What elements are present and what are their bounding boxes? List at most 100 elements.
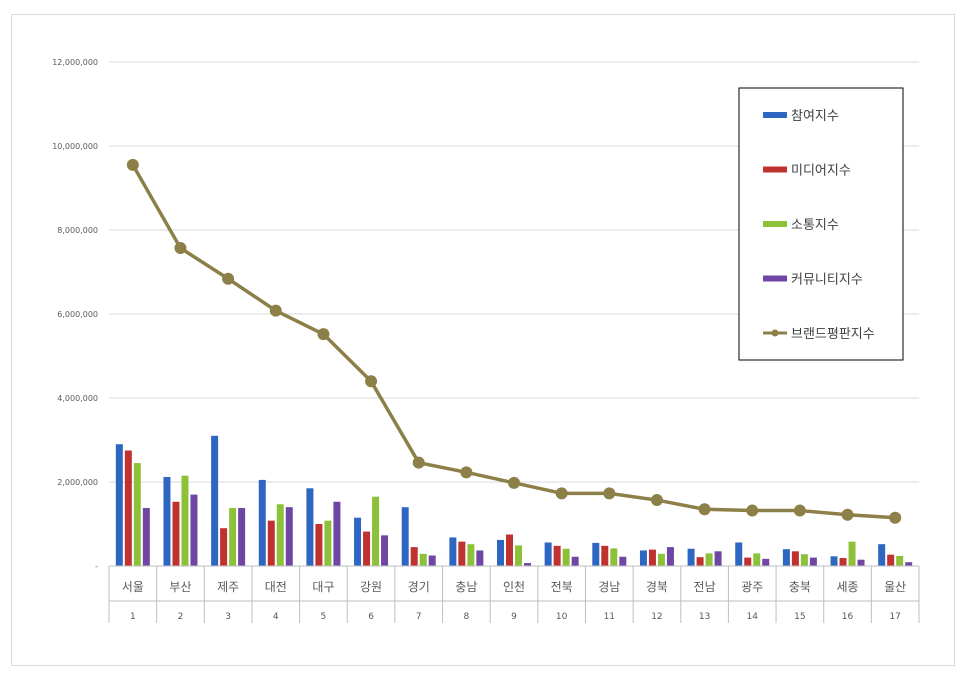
bar-1 bbox=[544, 542, 552, 566]
bar-4 bbox=[809, 557, 817, 566]
brand-reputation-chart: - 2,000,000 4,000,000 6,000,000 8,000,000 10,… bbox=[52, 58, 920, 623]
line-marker bbox=[508, 476, 520, 489]
bar-1 bbox=[401, 507, 409, 566]
x-rank-label: 7 bbox=[416, 612, 422, 622]
line-marker bbox=[269, 304, 282, 317]
bar-2 bbox=[172, 501, 180, 566]
x-rank-label: 15 bbox=[794, 612, 805, 622]
legend-label: 커뮤니티지수 bbox=[791, 273, 863, 288]
bar-1 bbox=[592, 542, 600, 566]
bar-1 bbox=[306, 488, 314, 566]
x-rank-label: 5 bbox=[321, 612, 327, 622]
y-tick-label: - bbox=[95, 562, 98, 571]
line-marker bbox=[698, 503, 711, 516]
line-marker bbox=[841, 508, 854, 521]
bar-1 bbox=[354, 517, 362, 566]
x-category-label: 인천 bbox=[503, 579, 525, 594]
x-category-label: 부산 bbox=[169, 580, 191, 594]
bar-3 bbox=[181, 475, 189, 566]
bar-2 bbox=[363, 531, 371, 566]
legend-swatch bbox=[763, 221, 787, 227]
bar-4 bbox=[714, 551, 722, 566]
bar-2 bbox=[648, 549, 656, 566]
bar-4 bbox=[571, 556, 579, 566]
bars-layer bbox=[115, 435, 913, 566]
bar-1 bbox=[497, 539, 504, 566]
x-rank-label: 13 bbox=[699, 612, 710, 622]
x-rank-label: 11 bbox=[604, 612, 615, 622]
line-marker bbox=[460, 466, 473, 479]
x-category-label: 전남 bbox=[694, 580, 716, 594]
y-tick-label: 2,000,000 bbox=[57, 478, 98, 487]
bar-4 bbox=[285, 507, 293, 566]
x-category-label: 전북 bbox=[551, 580, 573, 594]
x-rank-label: 9 bbox=[511, 612, 517, 622]
bar-4 bbox=[142, 508, 150, 566]
bar-3 bbox=[324, 520, 332, 566]
x-rank-label: 2 bbox=[178, 612, 184, 622]
bar-3 bbox=[800, 554, 808, 566]
bar-1 bbox=[782, 549, 790, 566]
bar-3 bbox=[896, 555, 904, 566]
bar-1 bbox=[258, 479, 266, 566]
bar-2 bbox=[410, 547, 418, 566]
bar-2 bbox=[696, 557, 704, 566]
bar-3 bbox=[705, 553, 713, 566]
bar-2 bbox=[791, 551, 799, 566]
bar-2 bbox=[220, 528, 228, 566]
line-marker bbox=[222, 272, 235, 285]
x-category-label: 제주 bbox=[217, 580, 239, 594]
x-axis: 서울 1 부산 2 제주 3 대전 4 대구 5 강원 6 경기 7 충남 8 인천 9 전북 10 경남 11 경북 12 전… bbox=[108, 565, 920, 623]
legend-swatch-marker bbox=[771, 329, 779, 337]
legend-label: 미디어지수 bbox=[791, 164, 851, 179]
legend-label: 브랜드평판지수 bbox=[791, 327, 875, 342]
bar-3 bbox=[133, 463, 141, 566]
x-category-label: 충북 bbox=[789, 580, 811, 594]
line-marker bbox=[650, 494, 663, 507]
bar-4 bbox=[857, 559, 865, 566]
x-category-label: 서울 bbox=[122, 580, 144, 594]
bar-2 bbox=[601, 545, 609, 566]
bar-1 bbox=[878, 544, 886, 566]
bar-4 bbox=[762, 558, 770, 566]
bar-4 bbox=[666, 547, 674, 566]
x-rank-label: 12 bbox=[651, 612, 662, 622]
x-category-label: 경기 bbox=[408, 580, 430, 594]
bar-2 bbox=[124, 450, 132, 566]
grid-layer bbox=[109, 61, 919, 483]
chart-frame: - 2,000,000 4,000,000 6,000,000 8,000,000 10,… bbox=[11, 14, 955, 666]
x-rank-label: 10 bbox=[556, 612, 568, 622]
bar-1 bbox=[735, 542, 743, 566]
x-rank-label: 16 bbox=[842, 612, 854, 622]
line-marker bbox=[412, 456, 425, 469]
bar-1 bbox=[115, 444, 123, 566]
bar-4 bbox=[238, 508, 246, 566]
bar-4 bbox=[333, 501, 341, 566]
legend-swatch bbox=[763, 275, 787, 282]
line-layer bbox=[126, 158, 902, 524]
bar-4 bbox=[619, 556, 627, 566]
bar-2 bbox=[887, 554, 895, 566]
legend-label: 소통지수 bbox=[791, 218, 839, 233]
x-rank-label: 1 bbox=[130, 612, 136, 622]
bar-4 bbox=[905, 562, 913, 566]
line-marker bbox=[555, 487, 568, 500]
bar-1 bbox=[639, 550, 647, 566]
x-category-label: 울산 bbox=[884, 580, 906, 594]
x-rank-label: 3 bbox=[225, 612, 231, 622]
bar-4 bbox=[428, 555, 436, 566]
bar-2 bbox=[315, 524, 323, 566]
line-marker bbox=[317, 328, 330, 341]
bar-3 bbox=[515, 545, 522, 566]
x-category-label: 세종 bbox=[836, 580, 858, 594]
bar-3 bbox=[562, 548, 570, 566]
x-rank-label: 8 bbox=[463, 612, 469, 622]
bar-1 bbox=[163, 476, 171, 566]
bar-3 bbox=[276, 504, 284, 566]
bar-4 bbox=[524, 563, 531, 566]
y-tick-label: 4,000,000 bbox=[57, 394, 98, 403]
line-marker bbox=[889, 511, 902, 524]
bar-3 bbox=[372, 496, 380, 566]
x-category-label: 경북 bbox=[646, 580, 668, 594]
